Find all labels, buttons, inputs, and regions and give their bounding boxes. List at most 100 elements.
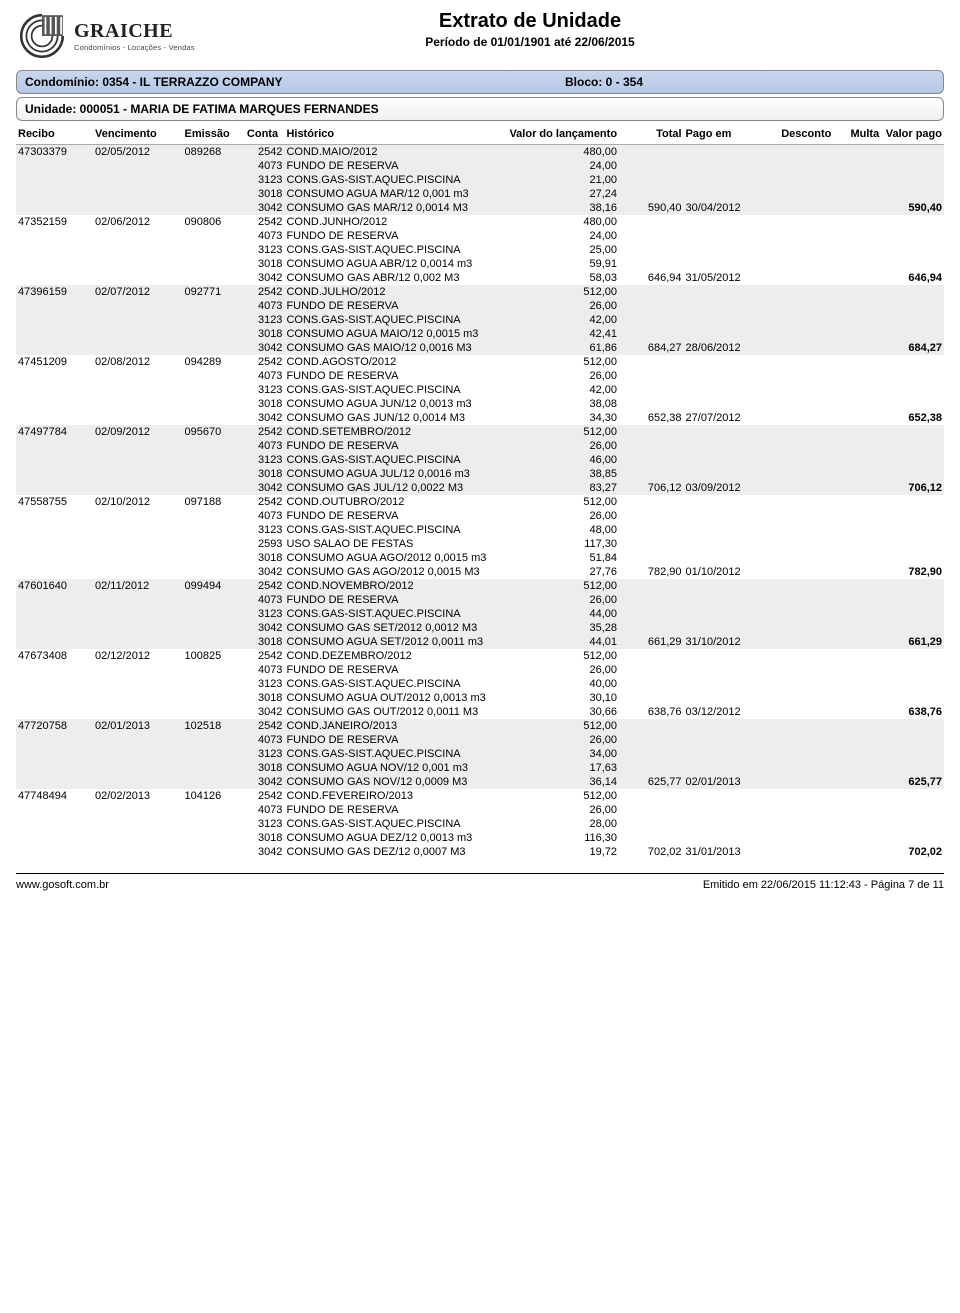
cell-valor-lanc: 512,00	[503, 285, 619, 299]
cell-multa	[833, 719, 881, 733]
cell-multa	[833, 775, 881, 789]
cell-emissao	[182, 299, 244, 313]
cell-emissao: 092771	[182, 285, 244, 299]
cell-pago-em: 28/06/2012	[684, 341, 769, 355]
cell-desconto	[769, 481, 834, 495]
cell-pago-em	[684, 243, 769, 257]
cell-pago-em	[684, 747, 769, 761]
cell-desconto	[769, 453, 834, 467]
table-row: 4073FUNDO DE RESERVA26,00	[16, 509, 944, 523]
cell-emissao	[182, 831, 244, 845]
cell-conta: 3123	[245, 243, 285, 257]
cell-desconto	[769, 355, 834, 369]
col-total: Total	[619, 124, 684, 145]
cell-desconto	[769, 327, 834, 341]
col-desconto: Desconto	[769, 124, 834, 145]
cell-historico: CONS.GAS-SIST.AQUEC.PISCINA	[284, 747, 503, 761]
cell-recibo: 47451209	[16, 355, 93, 369]
table-row: 4739615902/07/20120927712542COND.JULHO/2…	[16, 285, 944, 299]
cell-valor-pago	[881, 425, 944, 439]
cell-pago-em	[684, 831, 769, 845]
cell-total: 782,90	[619, 565, 684, 579]
cell-historico: CONSUMO AGUA DEZ/12 0,0013 m3	[284, 831, 503, 845]
cell-valor-lanc: 480,00	[503, 215, 619, 229]
table-row: 3018CONSUMO AGUA MAIO/12 0,0015 m342,41	[16, 327, 944, 341]
cell-emissao	[182, 187, 244, 201]
cell-vencimento	[93, 705, 182, 719]
cell-conta: 4073	[245, 593, 285, 607]
cell-conta: 2542	[245, 285, 285, 299]
cell-pago-em	[684, 215, 769, 229]
cell-conta: 2542	[245, 145, 285, 160]
cell-emissao	[182, 243, 244, 257]
cell-vencimento	[93, 593, 182, 607]
cell-total	[619, 607, 684, 621]
cell-valor-lanc: 116,30	[503, 831, 619, 845]
cell-multa	[833, 201, 881, 215]
table-row: 3018CONSUMO AGUA AGO/2012 0,0015 m351,84	[16, 551, 944, 565]
cell-pago-em: 30/04/2012	[684, 201, 769, 215]
period-label: Período de 01/01/1901 até 22/06/2015	[238, 35, 822, 49]
cell-recibo: 47748494	[16, 789, 93, 803]
cell-valor-lanc: 512,00	[503, 495, 619, 509]
cell-emissao: 099494	[182, 579, 244, 593]
cell-historico: COND.DEZEMBRO/2012	[284, 649, 503, 663]
cell-pago-em	[684, 229, 769, 243]
cell-total	[619, 187, 684, 201]
cell-vencimento	[93, 327, 182, 341]
cell-historico: FUNDO DE RESERVA	[284, 593, 503, 607]
logo: GRAICHE Condomínios - Locações - Vendas	[16, 10, 226, 62]
cell-conta: 4073	[245, 299, 285, 313]
cell-recibo	[16, 621, 93, 635]
cell-total	[619, 803, 684, 817]
cell-total	[619, 467, 684, 481]
cell-historico: CONSUMO GAS AGO/2012 0,0015 M3	[284, 565, 503, 579]
cell-multa	[833, 285, 881, 299]
cell-conta: 4073	[245, 509, 285, 523]
cell-desconto	[769, 691, 834, 705]
col-valor-pago: Valor pago	[881, 124, 944, 145]
cell-emissao	[182, 173, 244, 187]
cell-pago-em	[684, 803, 769, 817]
cell-valor-lanc: 36,14	[503, 775, 619, 789]
cell-valor-pago	[881, 719, 944, 733]
cell-valor-pago	[881, 439, 944, 453]
cell-multa	[833, 327, 881, 341]
cell-vencimento	[93, 803, 182, 817]
table-row: 4760164002/11/20120994942542COND.NOVEMBR…	[16, 579, 944, 593]
cell-total	[619, 383, 684, 397]
cell-pago-em	[684, 285, 769, 299]
cell-conta: 3042	[245, 341, 285, 355]
cell-valor-pago	[881, 215, 944, 229]
condominio-bar: Condomínio: 0354 - IL TERRAZZO COMPANY B…	[16, 70, 944, 94]
cell-vencimento	[93, 831, 182, 845]
cell-desconto	[769, 495, 834, 509]
cell-desconto	[769, 537, 834, 551]
cell-vencimento	[93, 467, 182, 481]
cell-total	[619, 313, 684, 327]
cell-multa	[833, 803, 881, 817]
cell-pago-em	[684, 425, 769, 439]
cell-total	[619, 579, 684, 593]
cell-valor-lanc: 38,08	[503, 397, 619, 411]
cell-total	[619, 719, 684, 733]
cell-emissao: 094289	[182, 355, 244, 369]
cell-recibo: 47720758	[16, 719, 93, 733]
cell-multa	[833, 355, 881, 369]
cell-recibo	[16, 173, 93, 187]
cell-valor-pago	[881, 509, 944, 523]
cell-total	[619, 677, 684, 691]
statement-group: 4749778402/09/20120956702542COND.SETEMBR…	[16, 425, 944, 495]
cell-valor-lanc: 30,10	[503, 691, 619, 705]
cell-emissao	[182, 635, 244, 649]
cell-emissao	[182, 159, 244, 173]
cell-emissao	[182, 453, 244, 467]
cell-multa	[833, 229, 881, 243]
table-row: 3042CONSUMO GAS MAR/12 0,0014 M338,16590…	[16, 201, 944, 215]
cell-valor-lanc: 48,00	[503, 523, 619, 537]
cell-emissao	[182, 201, 244, 215]
cell-pago-em	[684, 439, 769, 453]
cell-conta: 3042	[245, 621, 285, 635]
cell-recibo: 47303379	[16, 145, 93, 160]
cell-vencimento	[93, 509, 182, 523]
